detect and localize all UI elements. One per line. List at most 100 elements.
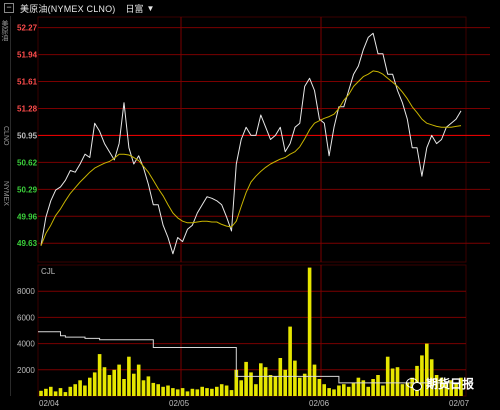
watermark-text: 期货日报 xyxy=(426,377,475,391)
volume-bar xyxy=(244,361,248,396)
volume-bar xyxy=(434,375,439,396)
volume-tick-label: 8000 xyxy=(17,287,35,296)
volume-bar xyxy=(454,382,458,396)
watermark: 期货日报 xyxy=(406,375,474,392)
volume-bar xyxy=(219,384,224,396)
volume-bar xyxy=(122,379,126,396)
volume-bar xyxy=(175,389,180,396)
volume-bar xyxy=(190,388,195,396)
volume-bar xyxy=(351,382,356,396)
volume-bar xyxy=(78,380,82,396)
volume-bar xyxy=(400,384,405,396)
price-tick-label: 51.28 xyxy=(17,104,38,113)
moving-average-line xyxy=(40,70,462,246)
volume-bar xyxy=(210,388,214,396)
volume-tick-label: 6000 xyxy=(17,313,35,322)
volume-bar xyxy=(288,326,292,396)
volume-bar xyxy=(273,376,278,396)
side-label: CLNO xyxy=(2,126,9,146)
volume-bar xyxy=(317,379,322,396)
volume-bar xyxy=(395,367,400,396)
volume-tick-label: 2000 xyxy=(17,366,35,375)
price-tick-label: 50.29 xyxy=(17,185,38,194)
volume-bar xyxy=(92,372,97,396)
volume-bar xyxy=(283,369,287,396)
period-selector[interactable]: 日富 xyxy=(125,3,144,14)
volume-bar xyxy=(361,380,366,396)
volume-bar xyxy=(390,368,395,396)
volume-bar xyxy=(107,375,112,396)
volume-bar xyxy=(439,377,444,396)
volume-bar xyxy=(117,364,121,396)
volume-bar xyxy=(224,385,229,396)
x-tick-label: 02/06 xyxy=(309,399,330,408)
volume-bar xyxy=(49,386,53,396)
price-tick-label: 51.61 xyxy=(17,78,38,87)
volume-bar xyxy=(429,359,434,396)
x-tick-label: 02/04 xyxy=(39,399,60,408)
volume-bar xyxy=(449,380,453,396)
volume-bar xyxy=(136,364,141,396)
volume-bar xyxy=(63,392,68,396)
wechat-logo-icon xyxy=(406,377,422,391)
volume-bar xyxy=(229,390,234,396)
chevron-down-icon[interactable]: ▼ xyxy=(146,3,155,13)
volume-bar xyxy=(307,267,312,396)
x-tick-label: 02/07 xyxy=(449,399,470,408)
volume-bar xyxy=(356,377,361,396)
volume-bar xyxy=(293,360,297,396)
volume-bar xyxy=(371,379,375,396)
volume-bar xyxy=(185,391,190,396)
volume-bar xyxy=(195,389,200,396)
volume-bar xyxy=(366,386,370,396)
volume-bar xyxy=(171,388,175,396)
volume-bar xyxy=(381,385,385,396)
volume-bar xyxy=(376,375,380,396)
volume-bar xyxy=(141,380,146,396)
volume-bar xyxy=(53,391,58,396)
volume-bar xyxy=(97,354,102,396)
volume-bar xyxy=(312,364,317,396)
price-tick-label: 49.96 xyxy=(17,212,38,221)
volume-bar xyxy=(337,385,341,396)
x-tick-label: 02/05 xyxy=(169,399,190,408)
price-tick-label: 51.94 xyxy=(17,51,38,60)
contract-title[interactable]: 美原油(NYMEX CLNO) xyxy=(20,3,116,14)
volume-bar xyxy=(156,384,160,396)
volume-panel-title: CJL xyxy=(41,267,56,276)
volume-bar xyxy=(180,388,185,396)
volume-bar xyxy=(127,356,131,396)
volume-bar xyxy=(332,389,336,396)
volume-bar xyxy=(239,380,243,396)
volume-bar xyxy=(249,372,253,396)
volume-bar xyxy=(58,388,63,396)
volume-bar xyxy=(166,385,170,396)
volume-bar xyxy=(385,356,390,396)
side-strip: 美原油 CLNO NYMEX xyxy=(0,16,11,396)
open-interest-line xyxy=(38,331,461,384)
volume-bar xyxy=(327,388,331,396)
volume-bar xyxy=(161,386,165,396)
volume-bar xyxy=(73,384,77,396)
volume-bar xyxy=(39,390,43,396)
side-label: 美原油 xyxy=(1,20,8,41)
volume-bar xyxy=(302,373,307,396)
volume-bar xyxy=(112,369,116,396)
volume-bar xyxy=(146,376,151,396)
volume-bar xyxy=(278,358,283,396)
volume-bar xyxy=(259,363,263,397)
volume-bar xyxy=(346,386,351,396)
volume-bar xyxy=(298,377,302,396)
volume-bar xyxy=(322,384,326,396)
volume-bar xyxy=(88,377,92,396)
price-tick-label: 52.27 xyxy=(17,24,38,33)
price-series-line xyxy=(40,32,462,255)
volume-bar xyxy=(215,386,219,396)
collapse-button[interactable]: − xyxy=(4,3,14,13)
volume-tick-label: 4000 xyxy=(17,340,35,349)
volume-bar xyxy=(425,343,429,396)
volume-bar xyxy=(459,377,463,396)
chart-toolbar: − 美原油(NYMEX CLNO) 日富 ▼ xyxy=(0,0,500,16)
